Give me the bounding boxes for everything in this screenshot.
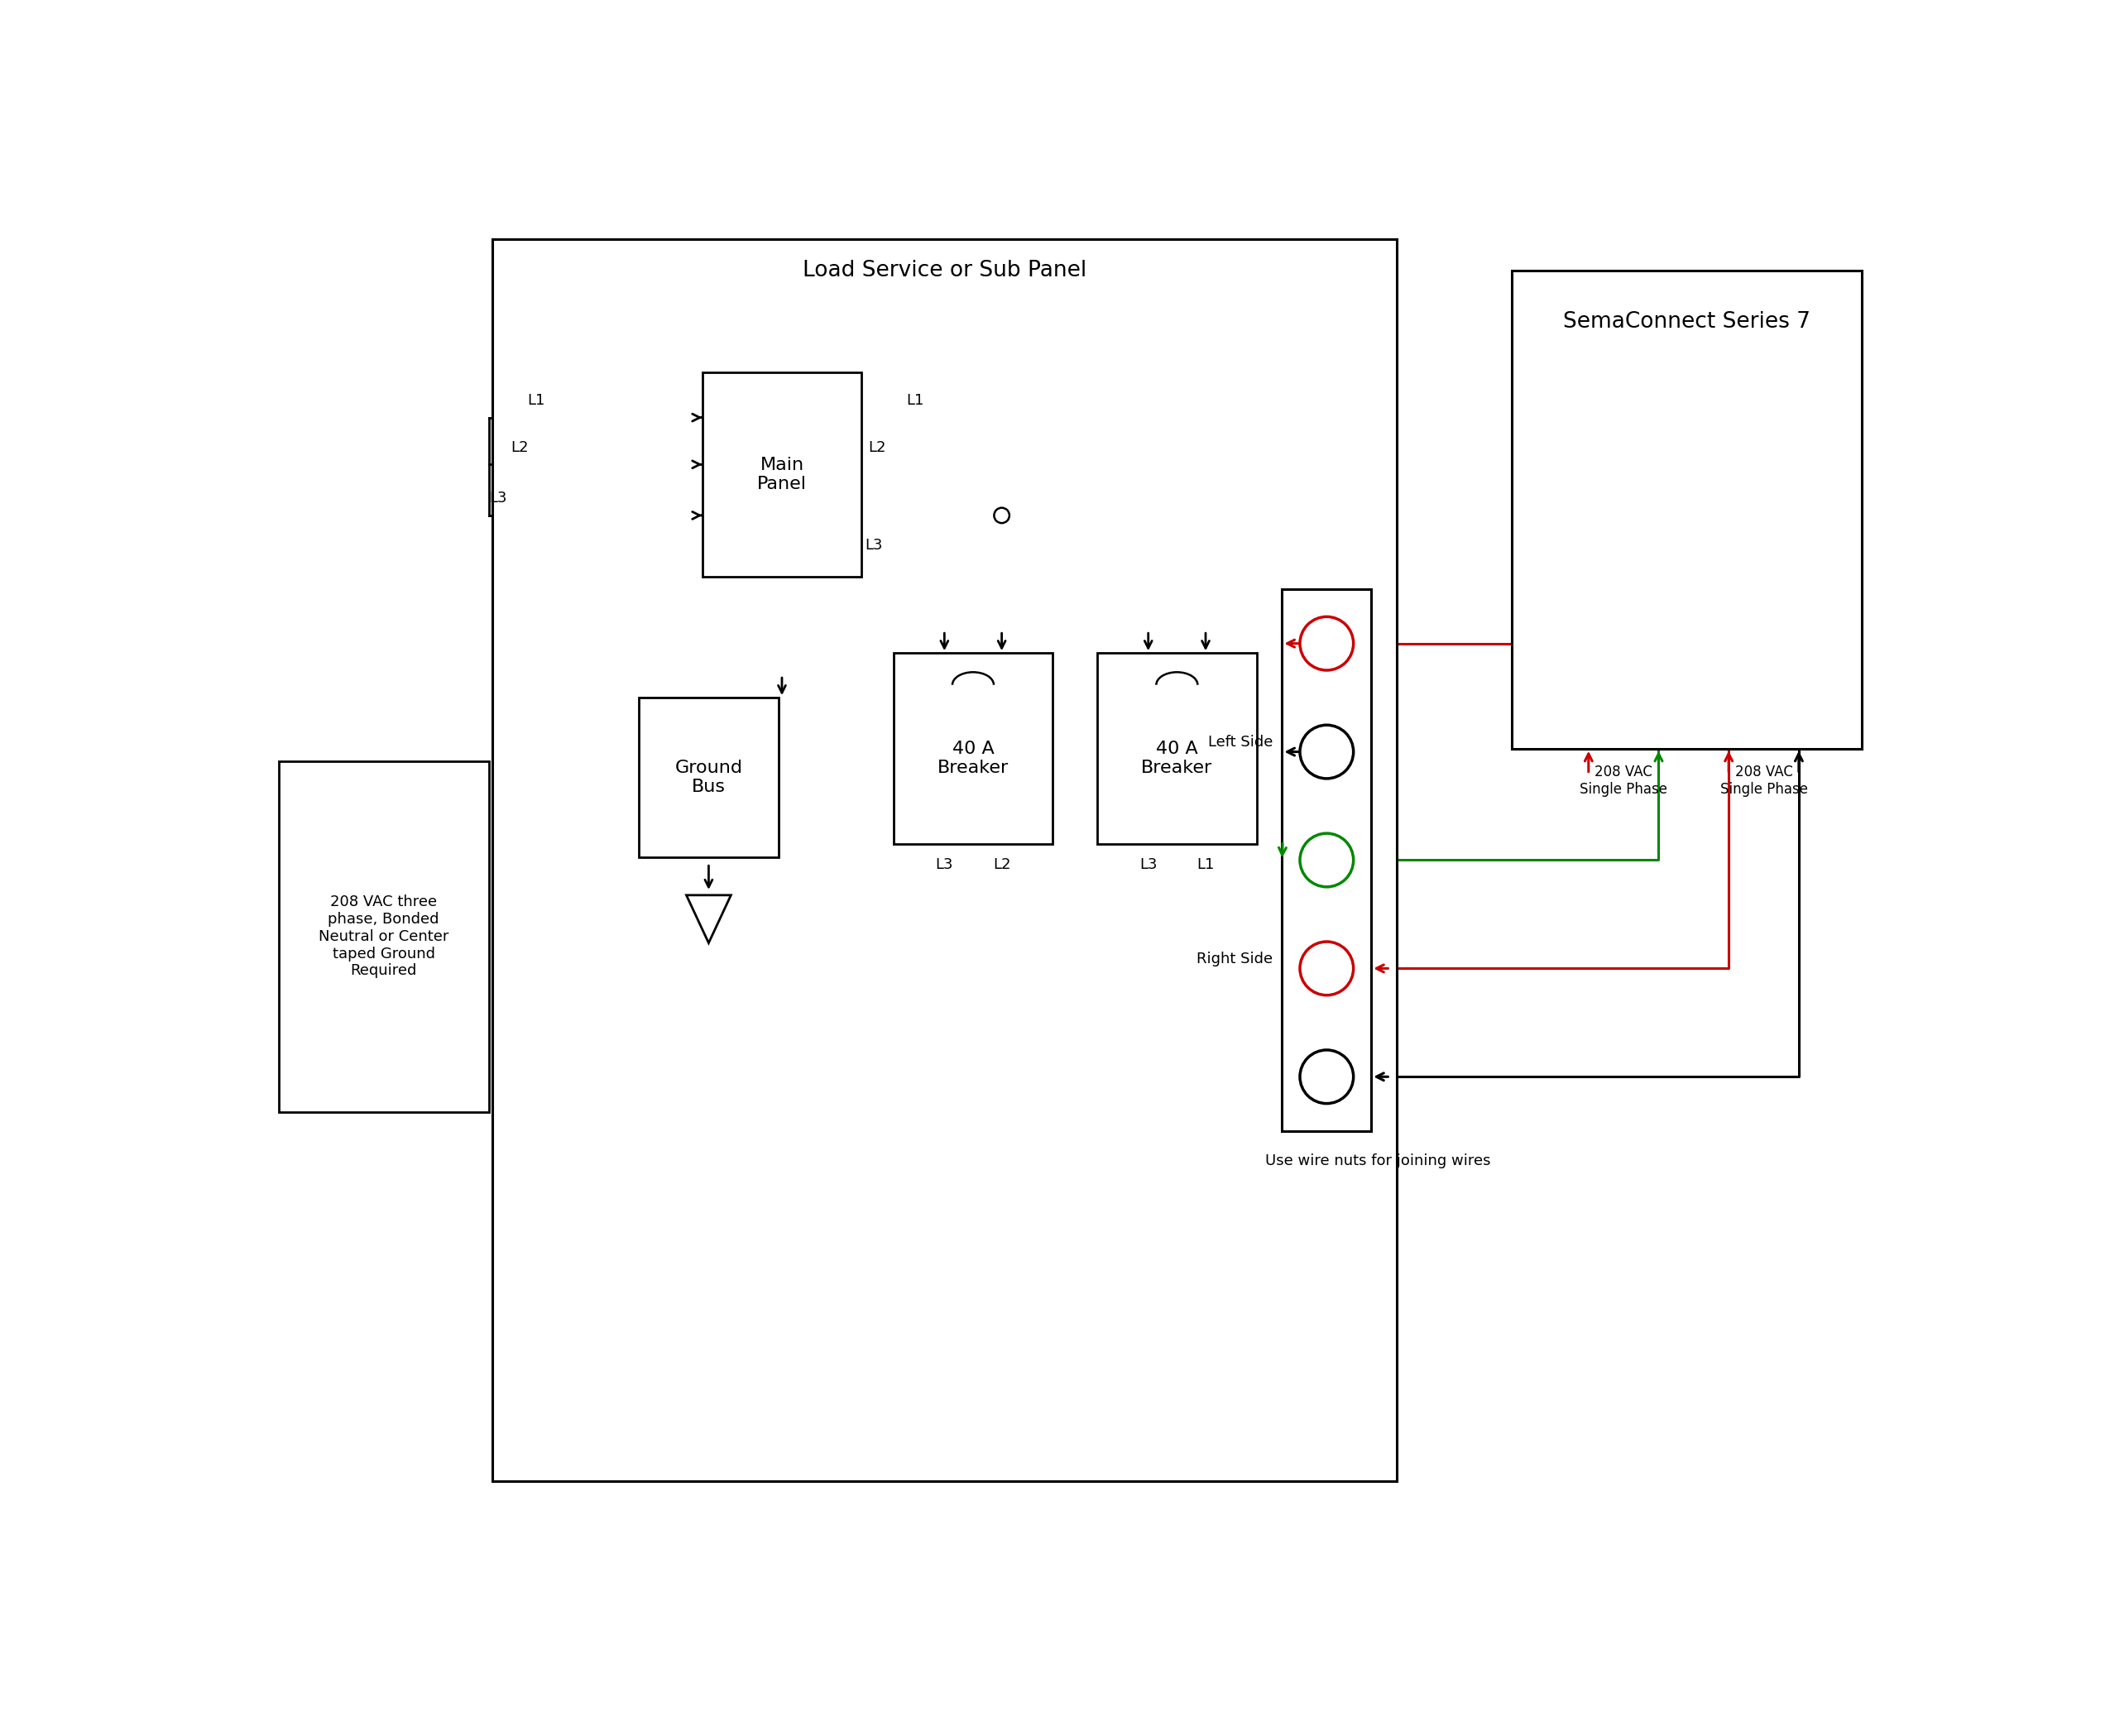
Circle shape — [1300, 726, 1353, 778]
Bar — [1097, 653, 1258, 844]
Text: Use wire nuts for joining wires: Use wire nuts for joining wires — [1264, 1153, 1490, 1168]
Text: L3: L3 — [865, 538, 882, 552]
Text: Load Service or Sub Panel: Load Service or Sub Panel — [802, 260, 1087, 281]
Bar — [639, 698, 779, 858]
Bar — [1283, 589, 1372, 1130]
Text: Left Side: Left Side — [1207, 734, 1272, 750]
Text: L2: L2 — [994, 858, 1011, 871]
Circle shape — [1300, 941, 1353, 995]
Bar — [492, 240, 1397, 1481]
Bar — [893, 653, 1053, 844]
Text: Main
Panel: Main Panel — [757, 457, 806, 493]
Text: Ground
Bus: Ground Bus — [675, 759, 743, 795]
Text: L3: L3 — [935, 858, 954, 871]
Circle shape — [1300, 833, 1353, 887]
Text: Right Side: Right Side — [1196, 951, 1272, 967]
Text: L3: L3 — [490, 491, 506, 505]
Bar — [279, 762, 490, 1111]
Text: L1: L1 — [905, 392, 924, 408]
Circle shape — [1300, 616, 1353, 670]
Text: 208 VAC
Single Phase: 208 VAC Single Phase — [1720, 764, 1808, 797]
Text: L1: L1 — [528, 392, 544, 408]
Circle shape — [1300, 1050, 1353, 1104]
Text: L3: L3 — [1139, 858, 1156, 871]
Bar — [1511, 271, 1861, 748]
Bar — [703, 373, 861, 576]
Text: L2: L2 — [867, 439, 886, 455]
Text: 40 A
Breaker: 40 A Breaker — [937, 740, 1009, 776]
Circle shape — [994, 507, 1009, 523]
Text: 40 A
Breaker: 40 A Breaker — [1142, 740, 1213, 776]
Text: 208 VAC three
phase, Bonded
Neutral or Center
taped Ground
Required: 208 VAC three phase, Bonded Neutral or C… — [319, 894, 449, 979]
Text: SemaConnect Series 7: SemaConnect Series 7 — [1564, 311, 1810, 333]
Text: 208 VAC
Single Phase: 208 VAC Single Phase — [1580, 764, 1667, 797]
Text: L1: L1 — [1196, 858, 1215, 871]
Text: L2: L2 — [511, 439, 530, 455]
